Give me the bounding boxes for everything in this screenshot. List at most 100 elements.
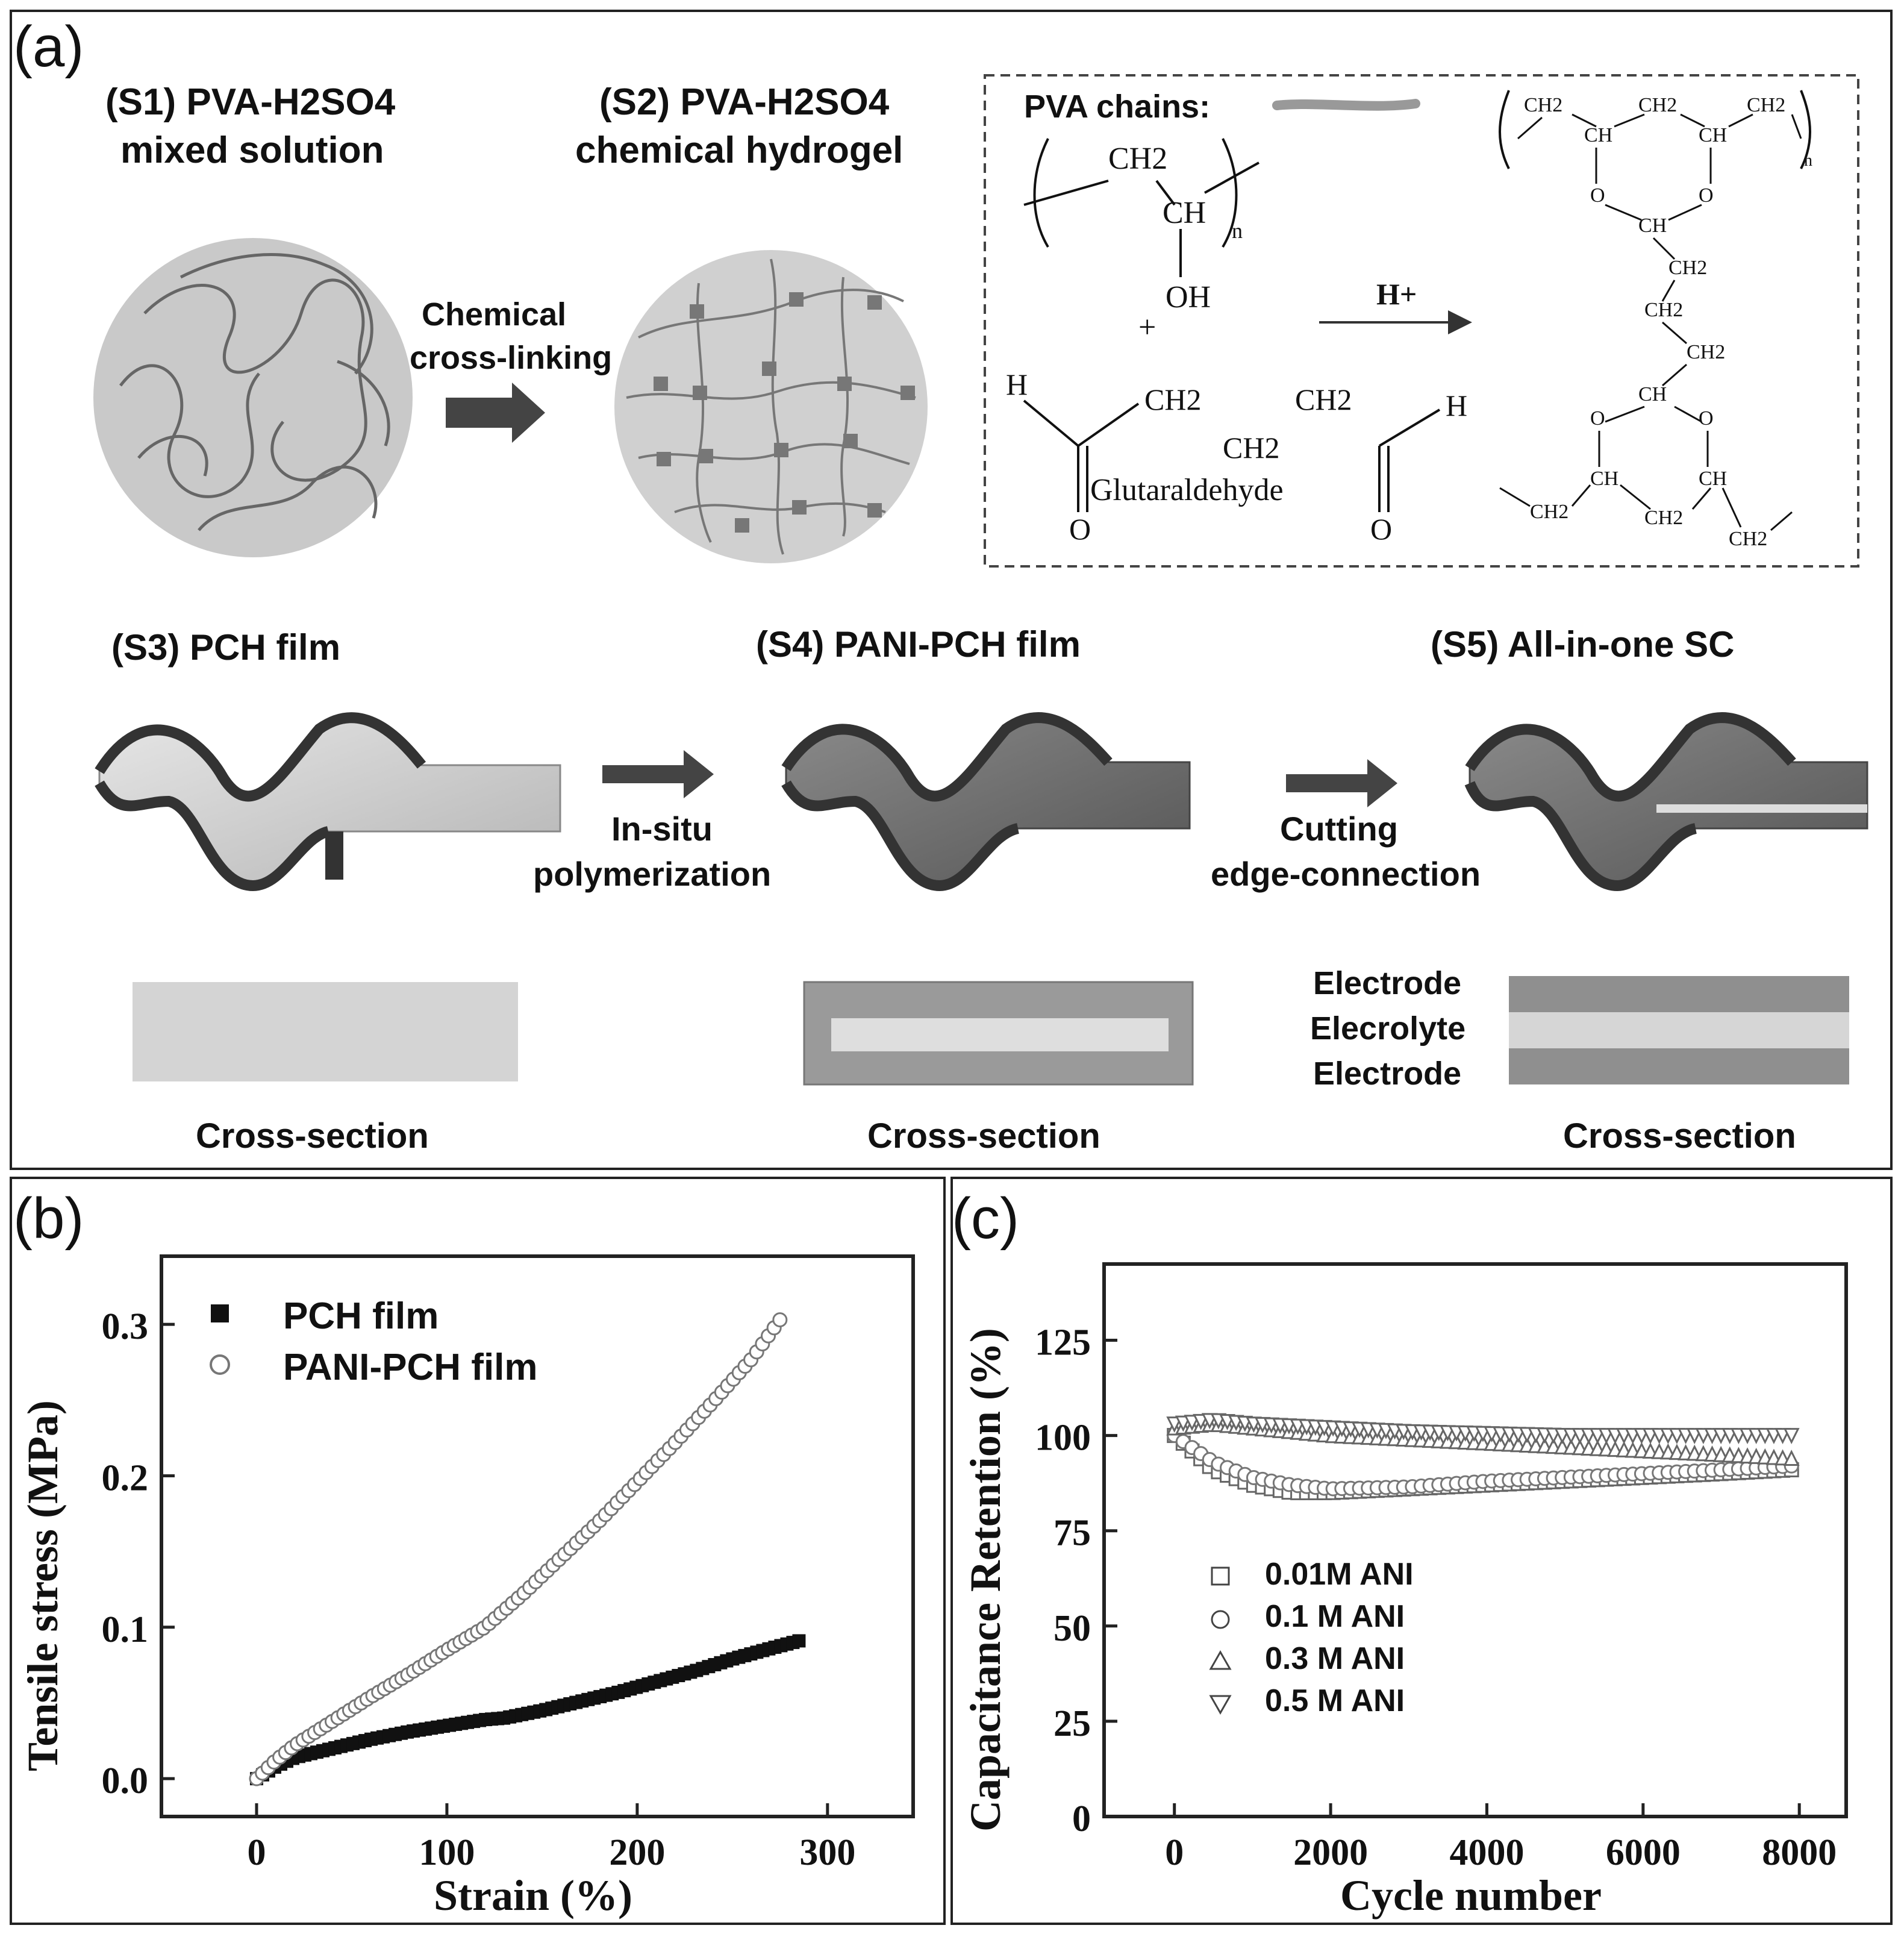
prod-ch2-a: CH2 [1524, 94, 1562, 116]
prod-ch-e: CH [1590, 468, 1618, 490]
plot-c-legend: 0.01M ANI 0.1 M ANI 0.3 M ANI 0.5 M ANI [1209, 1557, 1414, 1718]
s1-subtitle: mixed solution [120, 130, 384, 171]
pva-ch2: CH2 [1108, 142, 1167, 176]
s1-solution-illustration [93, 238, 413, 557]
plot-b-ylabel: Tensile stress (MPa) [19, 1400, 67, 1771]
y-tick-label: 0.1 [102, 1609, 149, 1650]
x-tick-label: 8000 [1762, 1832, 1837, 1873]
s1-title: (S1) PVA-H2SO4 [105, 81, 396, 123]
panel-c-label: (c) [952, 1186, 1019, 1251]
x-tick-label: 300 [799, 1832, 855, 1873]
y-tick-label: 0.0 [102, 1760, 149, 1801]
y-tick-label: 100 [1035, 1418, 1091, 1459]
prod-ch2-b: CH2 [1638, 94, 1677, 116]
x-tick-label: 2000 [1293, 1832, 1368, 1873]
pva-n: n [1232, 219, 1243, 243]
glut-h-right: H [1446, 389, 1467, 422]
s3-film-illustration [95, 712, 561, 892]
legend-label-0.5M: 0.5 M ANI [1265, 1683, 1405, 1718]
legend-marker-pch [211, 1304, 229, 1322]
s4-cross-section-label: Cross-section [867, 1116, 1100, 1156]
pva-chains-label: PVA chains: [1024, 89, 1210, 125]
arrow-right-icon-3 [1286, 759, 1397, 807]
data-point [772, 1312, 788, 1328]
glut-h-left: H [1006, 368, 1028, 401]
pva-ch: CH [1163, 196, 1206, 230]
s4-title: (S4) PANI-PCH film [756, 624, 1081, 665]
s4-film-illustration [781, 712, 1191, 892]
legend-label-0.01M: 0.01M ANI [1265, 1557, 1414, 1592]
y-tick-label: 25 [1053, 1703, 1091, 1744]
prod-ch-f: CH [1699, 468, 1727, 490]
s5-cross-section-label: Cross-section [1563, 1116, 1796, 1156]
prod-ch-c: CH [1638, 214, 1667, 237]
prod-ch2-f: CH2 [1687, 341, 1725, 363]
glutaraldehyde-label: Glutaraldehyde [1090, 473, 1284, 507]
prod-ch2-d: CH2 [1668, 257, 1707, 279]
x-tick-label: 0 [247, 1832, 266, 1873]
s2-hydrogel-illustration [614, 250, 928, 563]
y-tick-label: 50 [1053, 1608, 1091, 1649]
glut-o-left: O [1069, 512, 1091, 546]
s2-title: (S2) PVA-H2SO4 [599, 81, 890, 123]
legend-marker-0.01M [1211, 1566, 1230, 1586]
arrow-right-icon-2 [602, 750, 714, 798]
panel-a-frame [10, 10, 1893, 1170]
legend-label-pani-pch: PANI-PCH film [283, 1347, 538, 1388]
arrow-right-icon [446, 383, 545, 443]
prod-ch2-i: CH2 [1729, 528, 1767, 550]
arrow2-label-line2: polymerization [533, 855, 771, 893]
y-tick-label: 0.2 [102, 1457, 149, 1498]
arrow2-label-line1: In-situ [611, 810, 713, 848]
prod-ch2-g: CH2 [1530, 501, 1568, 523]
y-tick-label: 0 [1072, 1798, 1091, 1839]
plot-c-series [1166, 1413, 1800, 1500]
legend-marker-0.1M [1211, 1610, 1230, 1629]
panel-a: (a) (S1) PVA-H2SO4 mixed solution (S2) P… [10, 10, 1893, 1170]
arrow3-label-line2: edge-connection [1211, 855, 1481, 893]
chemistry-scheme: PVA chains: CH2 CH n OH + H+ H H CH2 CH2… [984, 74, 1859, 568]
prod-o-c: O [1590, 407, 1605, 430]
y-tick-label: 125 [1035, 1322, 1091, 1363]
x-tick-label: 0 [1165, 1832, 1184, 1873]
glut-ch2-3: CH2 [1295, 383, 1352, 416]
arrow3-label-line1: Cutting [1280, 810, 1398, 848]
y-tick-label: 0.3 [102, 1306, 149, 1347]
data-point [792, 1634, 806, 1648]
legend-marker-0.5M [1209, 1695, 1232, 1715]
plot-c-ylabel: Capacitance Retention (%) [961, 1328, 1010, 1832]
layer-electrode-bottom: Electrode [1313, 1056, 1461, 1092]
plus-sign: + [1138, 310, 1156, 345]
product-n: n [1804, 151, 1812, 170]
panel-b: (b) 0.0 0.1 0.2 0.3 0 100 200 300 Strain (%) T… [10, 1177, 946, 1925]
arrow1-label-line1: Chemical [422, 296, 566, 333]
prod-ch2-c: CH2 [1747, 94, 1785, 116]
prod-o-d: O [1699, 407, 1714, 430]
s5-cross-section [1509, 976, 1849, 1084]
plot-b-series [249, 1312, 806, 1786]
legend-label-pch: PCH film [283, 1295, 439, 1337]
plot-b-xlabel: Strain (%) [434, 1871, 632, 1920]
y-tick-label: 75 [1053, 1513, 1091, 1554]
plot-c-xlabel: Cycle number [1340, 1871, 1602, 1920]
panel-c-frame [950, 1177, 1893, 1925]
s3-cross-section [133, 982, 518, 1081]
plot-b-frame [160, 1254, 915, 1818]
x-tick-label: 4000 [1449, 1832, 1524, 1873]
legend-label-0.1M: 0.1 M ANI [1265, 1599, 1405, 1634]
panel-c: (c) 0 25 50 75 100 125 0 2000 4000 6000 8000 Cycl… [950, 1177, 1893, 1925]
glut-ch2-2: CH2 [1223, 431, 1279, 465]
glut-ch2-1: CH2 [1144, 383, 1201, 416]
legend-marker-pani-pch [210, 1354, 230, 1375]
legend-marker-0.3M [1209, 1650, 1232, 1670]
s5-film-illustration [1464, 712, 1868, 892]
panel-b-label: (b) [13, 1186, 84, 1251]
s4-cross-section [803, 981, 1194, 1086]
data-point [1783, 1450, 1800, 1466]
prod-o-a: O [1590, 184, 1605, 207]
plot-b-x-ticks: 0 100 200 300 [247, 1803, 855, 1873]
prod-ch2-e: CH2 [1644, 299, 1683, 321]
glut-o-right: O [1370, 512, 1392, 546]
plot-b-legend: PCH film PANI-PCH film [210, 1295, 538, 1388]
